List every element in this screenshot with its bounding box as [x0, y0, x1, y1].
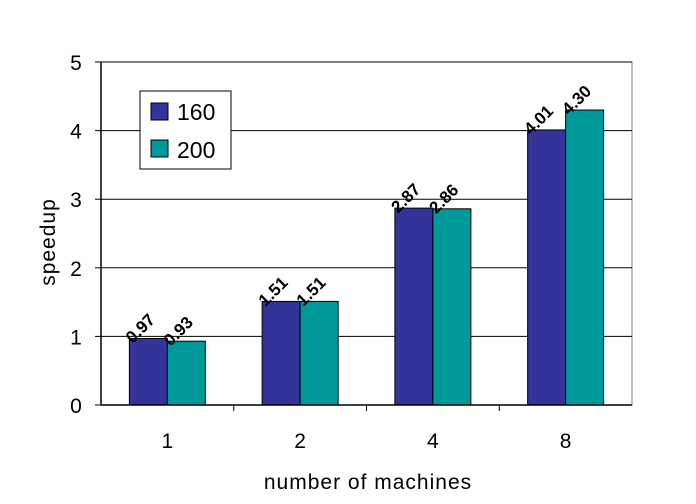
- bar-200-2: [299, 300, 339, 406]
- y-tick-labels: 0 1 2 3 4 5: [70, 52, 82, 418]
- x-tick-label: 1: [162, 430, 174, 453]
- x-tick-label: 4: [427, 430, 439, 453]
- bar-200-8: [565, 109, 605, 406]
- bars: [128, 109, 605, 406]
- y-tick-label: 5: [70, 52, 82, 75]
- axes: [95, 61, 632, 411]
- y-axis-title: speedup: [37, 198, 60, 286]
- x-tick-label: 2: [294, 430, 306, 453]
- x-tick-labels: 1 2 4 8: [162, 430, 572, 453]
- bar-200-1: [166, 340, 206, 406]
- y-tick-label: 2: [70, 258, 82, 281]
- bar-200-4: [432, 208, 472, 406]
- bar-160-2: [261, 300, 301, 406]
- y-tick-label: 4: [70, 121, 82, 144]
- y-tick-label: 0: [70, 395, 82, 418]
- y-tick-label: 3: [70, 189, 82, 212]
- x-tick-label: 8: [560, 430, 572, 453]
- bar-160-8: [527, 129, 567, 406]
- legend-label-200: 200: [177, 137, 215, 163]
- y-tick-label: 1: [70, 326, 82, 349]
- legend-swatch-160: [150, 102, 169, 121]
- bar-160-4: [394, 207, 434, 406]
- legend-label-160: 160: [177, 99, 215, 125]
- legend: 160 200: [139, 90, 232, 170]
- x-axis-title: number of machines: [264, 471, 472, 494]
- bar-160-1: [128, 337, 168, 406]
- legend-swatch-200: [150, 139, 169, 158]
